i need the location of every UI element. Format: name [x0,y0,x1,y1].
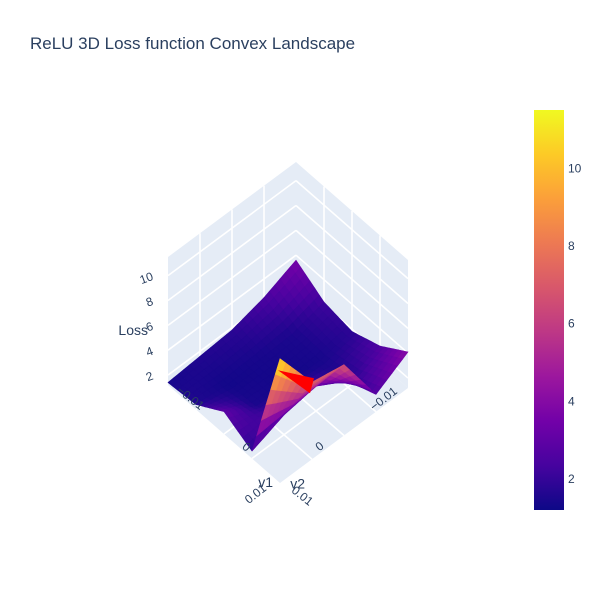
colorbar: 2 4 6 8 10 [534,110,582,510]
loss-tick-label: 10 [138,269,156,287]
v1-axis-title: v1 [258,474,273,490]
loss-tick-label: 4 [144,344,155,360]
colorbar-tick-label: 6 [568,317,575,331]
v2-axis-title: v2 [290,475,305,491]
wall-gridline-loss [167,254,297,351]
chart-title: ReLU 3D Loss function Convex Landscape [30,34,356,53]
wall-gridline-loss [295,229,409,329]
loss-surface [167,259,409,452]
loss-tick-label: 2 [144,369,155,385]
colorbar-gradient [534,110,564,510]
loss-tick-label: 6 [144,319,155,335]
wall-gridline-loss [167,229,297,326]
loss-axis-title: Loss [118,322,148,338]
wall-gridline-loss [295,254,409,354]
wall-gridline-loss [167,179,297,277]
surface-patch [274,358,286,377]
wall-gridline-loss [295,204,409,305]
colorbar-tick-label: 2 [568,472,575,486]
colorbar-tick-label: 4 [568,394,575,408]
marker-layer [278,370,314,394]
colorbar-tick-label: 10 [568,161,582,175]
loss-tick-label: 8 [144,294,155,310]
colorbar-tick-label: 8 [568,239,575,253]
wall-gridline-loss [295,180,409,280]
wall-gridline-loss [167,204,297,302]
minimum-marker [278,370,314,394]
